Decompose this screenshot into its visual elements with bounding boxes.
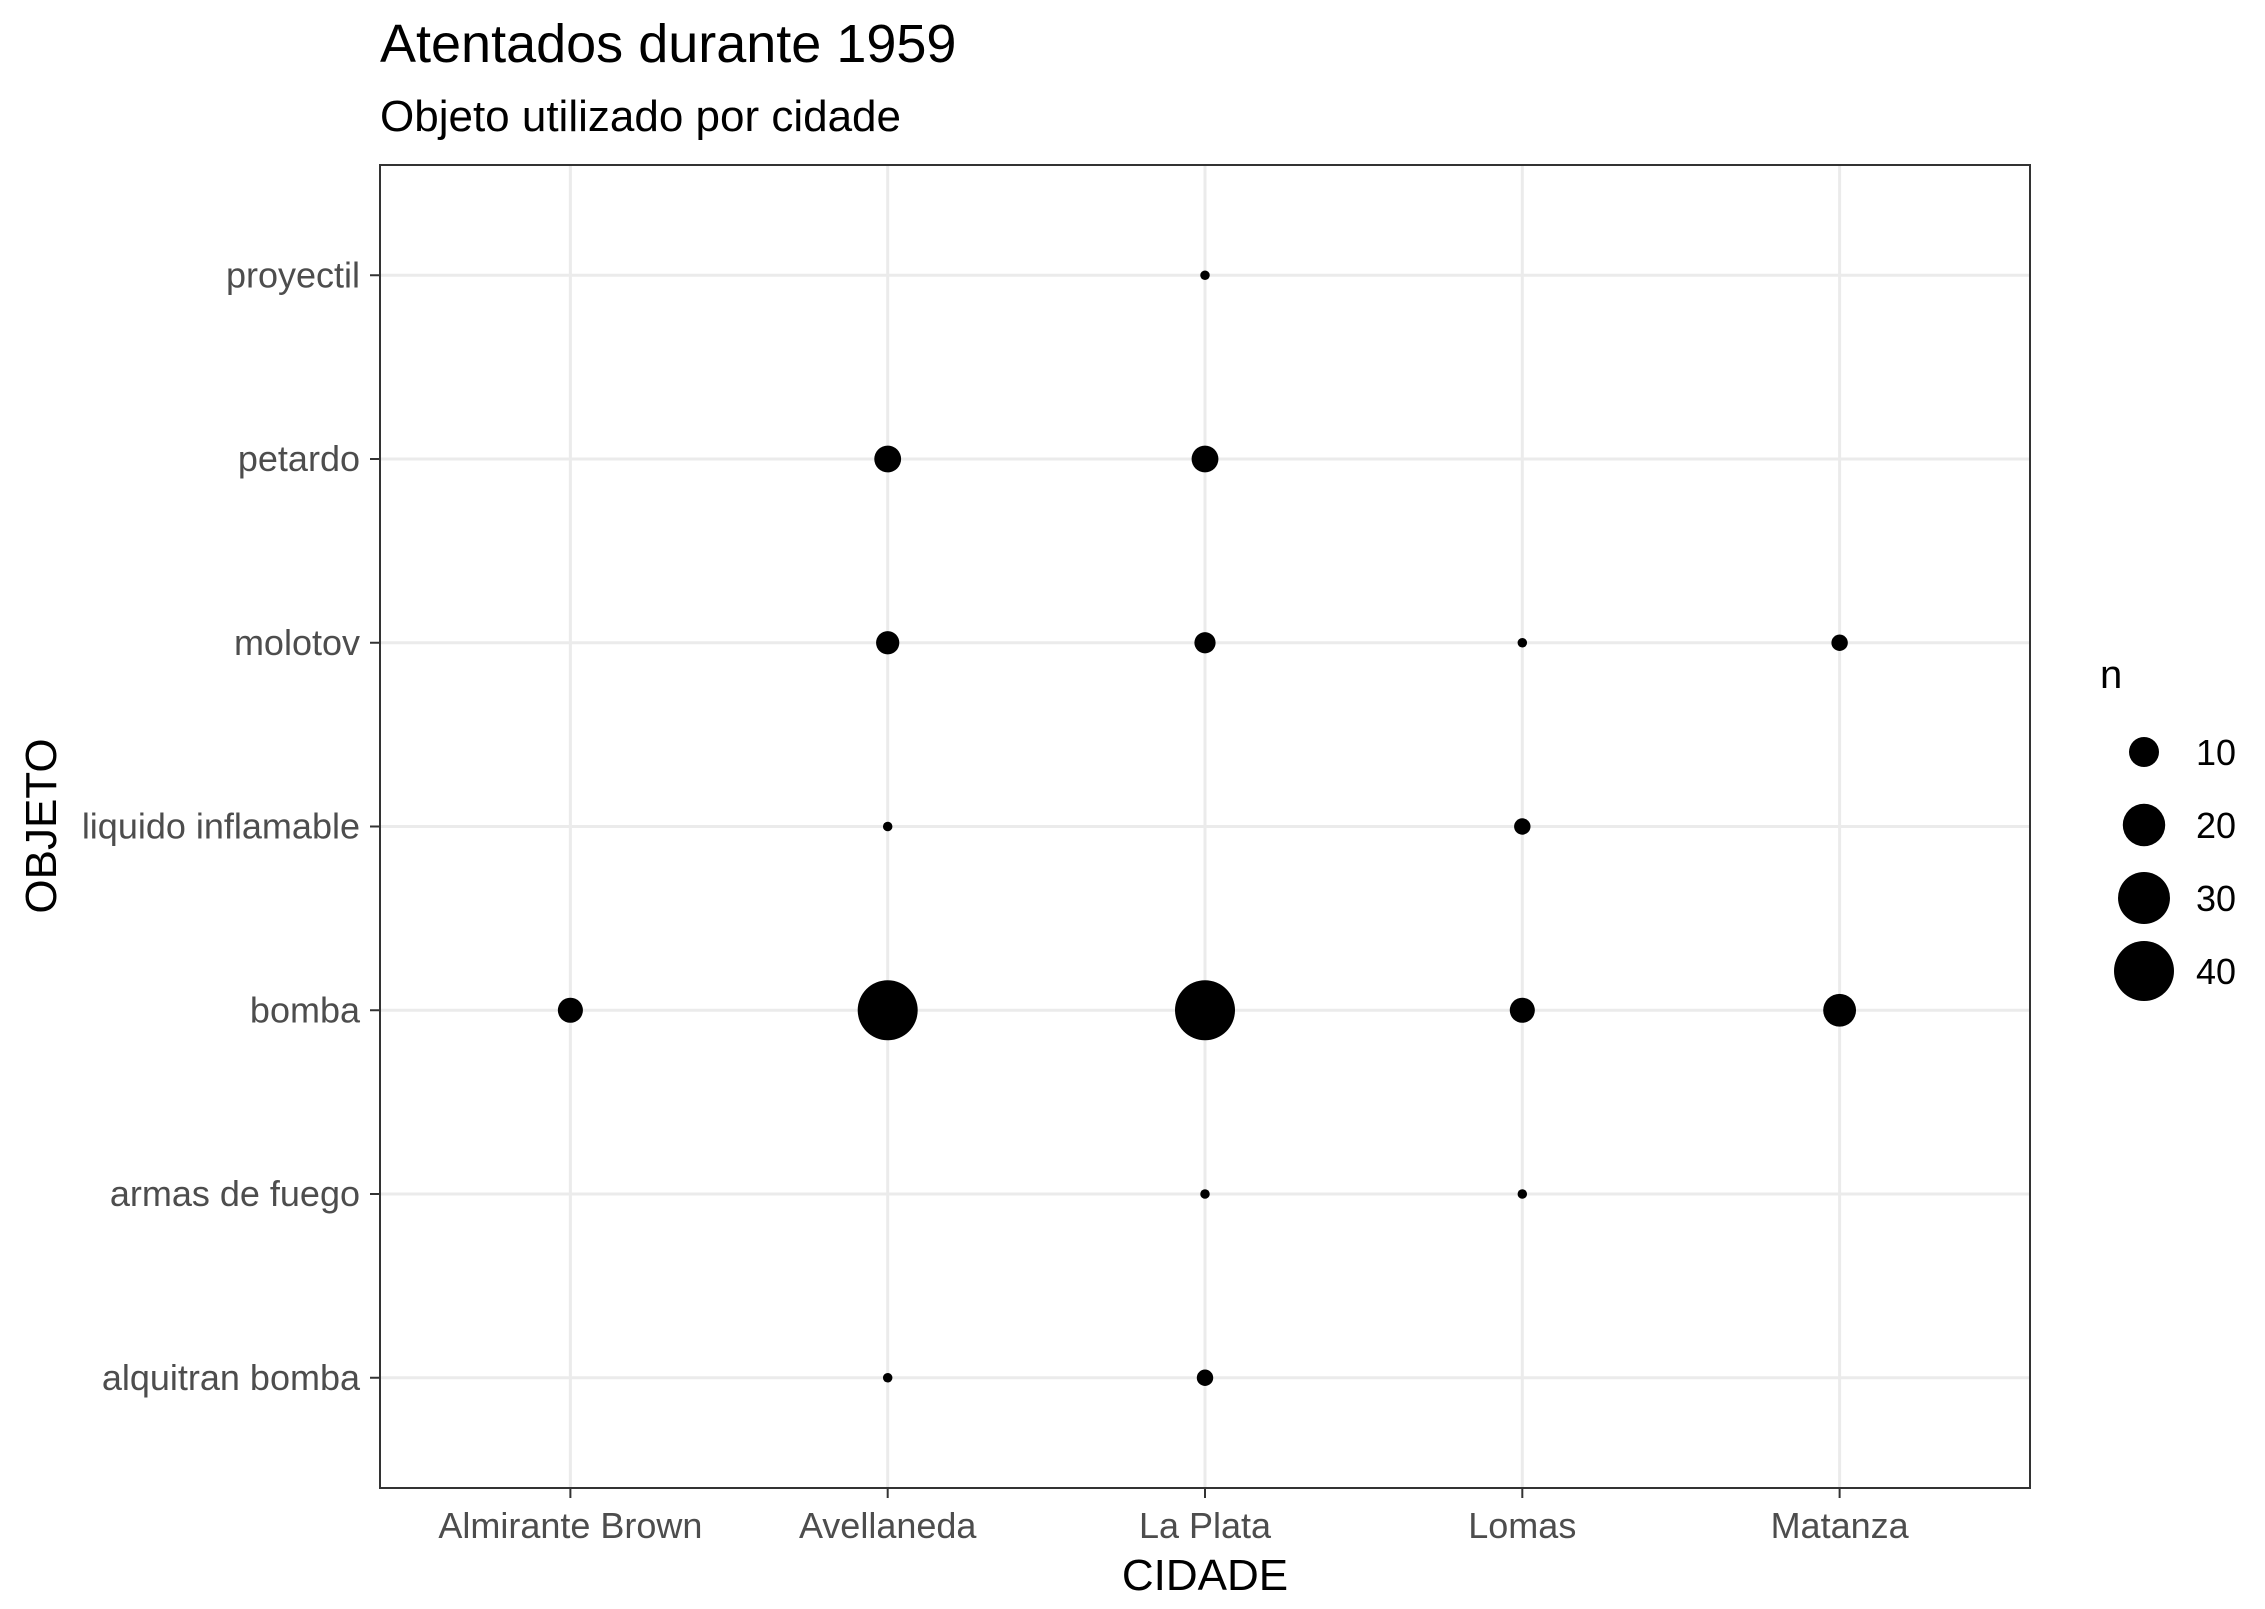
data-point (1831, 634, 1848, 651)
chart-title: Atentados durante 1959 (380, 14, 956, 74)
data-point (1509, 997, 1535, 1023)
x-tick-label: La Plata (1139, 1505, 1272, 1546)
legend-key-circle (2129, 737, 2159, 767)
legend-key-label: 20 (2196, 805, 2236, 846)
y-tick-label: liquido inflamable (82, 806, 360, 847)
data-point (1191, 445, 1219, 473)
data-point (882, 821, 893, 832)
data-point (857, 980, 918, 1041)
legend-key-circle (2118, 872, 2170, 924)
x-tick-label: Avellaneda (799, 1505, 977, 1546)
data-point (557, 997, 583, 1023)
data-points (557, 270, 1857, 1386)
data-point (1200, 1189, 1210, 1199)
data-point (876, 631, 900, 655)
plot-area (379, 164, 2031, 1489)
data-point (1194, 632, 1216, 654)
data-point (1200, 270, 1210, 280)
data-point (1517, 638, 1528, 648)
x-axis-title: CIDADE (1122, 1551, 1288, 1600)
legend-key-circle (2122, 803, 2166, 847)
data-point (1823, 993, 1857, 1027)
data-point (1196, 1369, 1214, 1386)
chart-subtitle: Objeto utilizado por cidade (380, 92, 901, 141)
x-tick-label: Matanza (1771, 1505, 1910, 1546)
data-point (1175, 980, 1235, 1041)
legend-key-label: 10 (2196, 732, 2236, 773)
legend-title: n (2100, 653, 2122, 697)
x-tick-label: Almirante Brown (438, 1505, 702, 1546)
legend-key-label: 40 (2196, 951, 2236, 992)
legend-key-circle (2114, 941, 2174, 1001)
data-point (1514, 818, 1531, 835)
x-tick-label: Lomas (1468, 1505, 1576, 1546)
y-tick-label: armas de fuego (110, 1173, 360, 1214)
y-axis: alquitran bomba armas de fuego bomba liquid… (82, 254, 380, 1398)
x-axis: Almirante Brown Avellaneda La Plata Lomas Ma… (438, 1488, 1910, 1546)
data-point (874, 445, 902, 473)
size-legend: n 10 20 30 40 (2100, 653, 2236, 1001)
legend-key-label: 30 (2196, 878, 2236, 919)
y-tick-label: molotov (234, 622, 360, 663)
y-axis-title: OBJETO (17, 738, 66, 913)
data-point (1517, 1189, 1528, 1199)
data-point (882, 1373, 893, 1383)
y-tick-label: petardo (238, 438, 360, 479)
y-tick-label: proyectil (226, 254, 360, 295)
y-tick-label: alquitran bomba (102, 1357, 361, 1398)
y-tick-label: bomba (250, 989, 361, 1030)
